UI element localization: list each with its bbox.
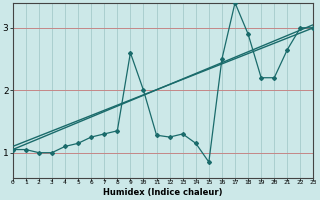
X-axis label: Humidex (Indice chaleur): Humidex (Indice chaleur): [103, 188, 223, 197]
